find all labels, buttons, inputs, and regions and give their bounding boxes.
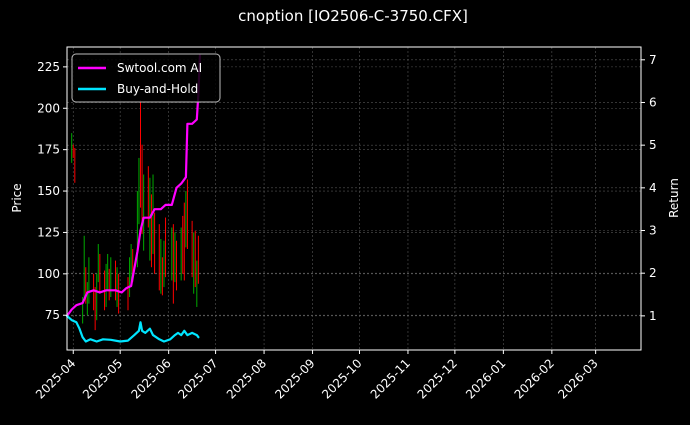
y-tick-label-right: 4: [649, 181, 657, 195]
chart-title: cnoption [IO2506-C-3750.CFX]: [238, 7, 468, 25]
y-tick-label-left: 225: [37, 60, 60, 74]
y-tick-label-right: 6: [649, 95, 657, 109]
y-tick-label-left: 150: [37, 184, 60, 198]
series-line-ai: [65, 54, 201, 317]
y-tick-label-left: 75: [45, 308, 60, 322]
y-tick-label-right: 2: [649, 266, 657, 280]
y-axis-label-right: Return: [667, 178, 681, 218]
legend-label-ai: Swtool.com AI: [117, 61, 202, 75]
y-tick-label-right: 5: [649, 138, 657, 152]
legend-label-buyhold: Buy-and-Hold: [117, 82, 198, 96]
y-tick-label-left: 125: [37, 225, 60, 239]
y-tick-label-left: 175: [37, 143, 60, 157]
legend-box: [71, 53, 221, 103]
y-tick-label-right: 3: [649, 224, 657, 238]
grid-layer: [67, 47, 641, 350]
y-tick-label-right: 1: [649, 309, 657, 323]
series-line-buyhold: [65, 314, 200, 343]
y-axis-label-left: Price: [10, 183, 24, 212]
y-tick-label-right: 7: [649, 53, 657, 67]
y-tick-label-left: 100: [37, 267, 60, 281]
series-layer: [65, 54, 201, 343]
y-tick-label-left: 200: [37, 101, 60, 115]
legend: Swtool.com AI Buy-and-Hold: [71, 53, 221, 103]
plot-frame: [66, 46, 642, 351]
